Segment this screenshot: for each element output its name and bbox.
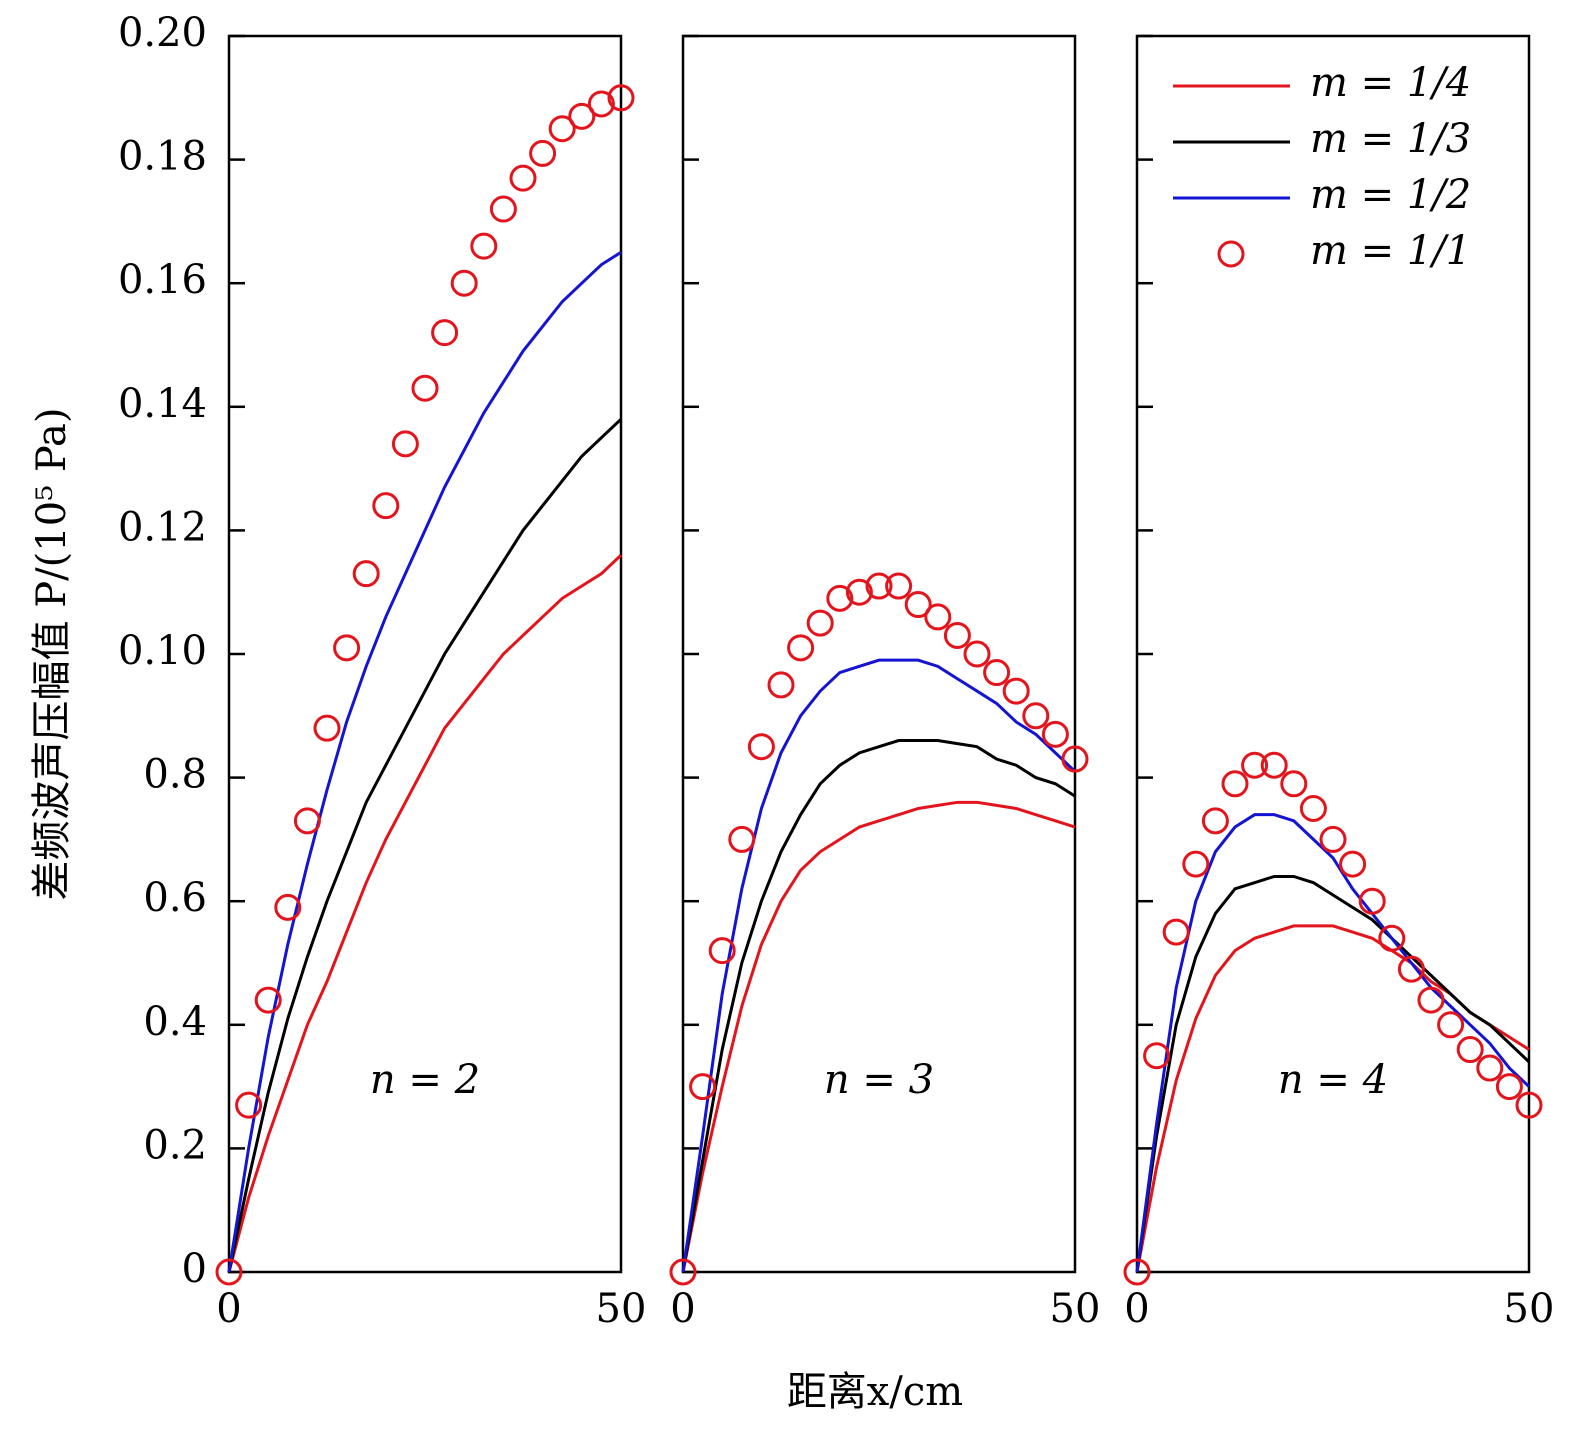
- data-point: [826, 584, 854, 612]
- data-point: [587, 90, 615, 118]
- y-axis-label: 差频波声压幅值 P/(10⁵ Pa): [29, 408, 75, 901]
- annotation: n = 4: [1278, 1057, 1388, 1103]
- data-point: [728, 825, 756, 853]
- y-tick-label: 0.4: [143, 999, 207, 1045]
- data-point: [1299, 795, 1327, 822]
- legend-label: m = 1/3: [1310, 116, 1471, 162]
- data-point: [943, 621, 971, 649]
- data-point: [313, 714, 341, 742]
- data-point: [1041, 720, 1069, 748]
- data-point: [865, 572, 893, 600]
- data-point: [689, 1073, 717, 1101]
- data-point: [293, 807, 321, 835]
- data-point: [1221, 770, 1249, 798]
- data-point: [845, 578, 873, 606]
- legend-label: m = 1/1: [1310, 228, 1471, 274]
- data-point: [1123, 1258, 1151, 1286]
- data-point: [1280, 770, 1308, 798]
- legend-label: m = 1/4: [1310, 60, 1471, 106]
- data-point: [924, 603, 952, 631]
- data-line: [227, 418, 623, 1273]
- data-point: [548, 115, 576, 143]
- data-line: [227, 554, 623, 1273]
- data-point: [352, 560, 380, 588]
- legend-label: m = 1/2: [1310, 172, 1471, 218]
- data-point: [235, 1091, 263, 1119]
- data-point: [509, 164, 537, 192]
- annotation: n = 2: [370, 1057, 480, 1103]
- data-point: [963, 640, 991, 668]
- data-point: [215, 1258, 243, 1286]
- data-point: [274, 893, 302, 921]
- data-point: [1022, 702, 1050, 730]
- data-point: [767, 671, 795, 699]
- data-point: [1002, 677, 1030, 705]
- data-point: [431, 319, 459, 347]
- data-point: [708, 937, 736, 965]
- data-point: [1162, 918, 1190, 946]
- y-tick-label: 0.10: [118, 628, 207, 674]
- x-tick-label: 50: [1050, 1286, 1101, 1332]
- data-point: [1143, 1042, 1171, 1070]
- x-tick-label: 0: [670, 1286, 695, 1332]
- y-tick-label: 0.16: [118, 257, 207, 303]
- data-point: [489, 195, 517, 223]
- data-point: [1182, 850, 1210, 878]
- data-point: [529, 139, 557, 167]
- data-point: [1515, 1091, 1543, 1119]
- data-point: [1476, 1054, 1504, 1082]
- data-point: [787, 634, 815, 662]
- data-point: [254, 986, 282, 1014]
- x-axis-label: 距离x/cm: [787, 1369, 963, 1415]
- legend-marker: [1217, 240, 1245, 268]
- data-point: [1061, 745, 1089, 773]
- y-tick-label: 0.8: [143, 752, 207, 798]
- y-tick-label: 0.12: [118, 504, 207, 550]
- data-point: [1339, 850, 1367, 878]
- data-point: [1397, 955, 1425, 983]
- data-line: [681, 739, 1076, 1273]
- data-point: [372, 492, 400, 520]
- data-line: [681, 800, 1076, 1273]
- data-line: [1135, 874, 1531, 1273]
- y-tick-label: 0.14: [118, 381, 207, 427]
- data-point: [1417, 986, 1445, 1014]
- data-point: [1358, 887, 1386, 915]
- data-point: [1260, 751, 1288, 779]
- x-tick-label: 0: [1124, 1286, 1149, 1332]
- x-tick-label: 50: [1504, 1286, 1555, 1332]
- data-point: [411, 374, 439, 402]
- y-tick-label: 0.6: [143, 875, 207, 921]
- data-point: [1378, 924, 1406, 952]
- data-point: [904, 591, 932, 619]
- data-point: [333, 634, 361, 662]
- data-point: [669, 1258, 697, 1286]
- data-point: [1319, 825, 1347, 853]
- data-line: [681, 658, 1077, 1273]
- data-point: [1437, 1011, 1465, 1039]
- data-point: [1201, 807, 1229, 835]
- data-line: [1135, 813, 1531, 1273]
- annotation: n = 3: [824, 1057, 934, 1103]
- data-point: [983, 659, 1011, 687]
- data-point: [1495, 1073, 1523, 1101]
- data-point: [391, 430, 419, 458]
- data-point: [806, 609, 834, 637]
- x-tick-label: 0: [216, 1286, 241, 1332]
- data-point: [885, 572, 913, 600]
- y-tick-label: 0.2: [143, 1122, 207, 1168]
- data-point: [450, 269, 478, 297]
- data-point: [470, 232, 498, 260]
- data-point: [747, 733, 775, 761]
- y-tick-label: 0.18: [118, 134, 207, 180]
- data-point: [1456, 1036, 1484, 1064]
- data-point: [607, 84, 635, 112]
- data-point: [1241, 751, 1269, 779]
- data-point: [568, 102, 596, 130]
- y-tick-label: 0: [182, 1246, 207, 1292]
- y-tick-label: 0.20: [118, 10, 207, 56]
- x-tick-label: 50: [596, 1286, 647, 1332]
